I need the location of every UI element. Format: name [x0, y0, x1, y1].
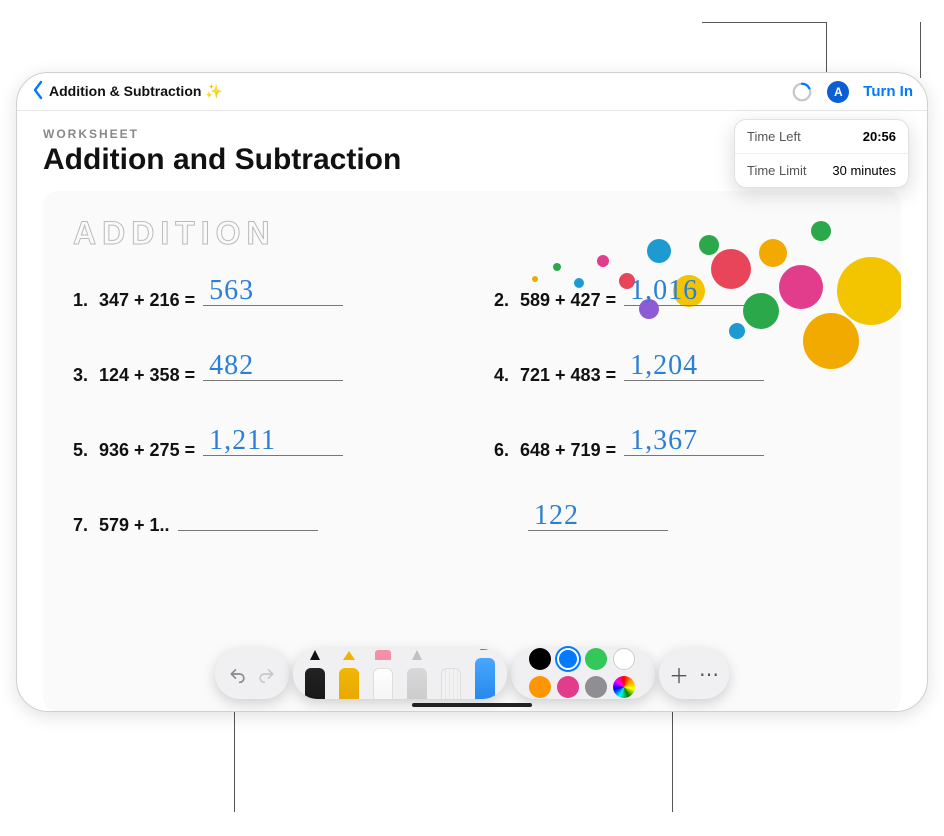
- time-left-label: Time Left: [747, 129, 801, 144]
- answer-line[interactable]: [178, 505, 318, 531]
- problem-row: 2.589 + 427 = 1,016: [494, 280, 871, 311]
- timer-popover: Time Left 20:56 Time Limit 30 minutes: [734, 119, 909, 188]
- answer-line[interactable]: 1,211: [203, 430, 343, 456]
- problem-expression: 936 + 275 =: [99, 440, 195, 461]
- answer-line[interactable]: 122: [528, 505, 668, 531]
- problem-grid: 1.347 + 216 = 563 2.589 + 427 = 1,016 3.124 …: [73, 280, 871, 536]
- problem-row: 1.347 + 216 = 563: [73, 280, 450, 311]
- problem-expression: 721 + 483 =: [520, 365, 616, 386]
- problem-row: 122: [494, 505, 871, 536]
- tool-pencil[interactable]: [404, 658, 430, 699]
- color-swatch[interactable]: [557, 648, 579, 670]
- answer-handwriting: 482: [209, 350, 254, 382]
- worksheet-tag: WORKSHEET: [43, 127, 401, 141]
- tool-marker[interactable]: [336, 658, 362, 699]
- answer-handwriting: 563: [209, 275, 254, 307]
- answer-handwriting: 1,211: [209, 425, 276, 457]
- markup-toolbar: ＋ ⋯: [215, 649, 729, 699]
- worksheet-title: Addition and Subtraction: [43, 143, 401, 177]
- markup-toggle[interactable]: A: [827, 81, 849, 103]
- problem-row: 5.936 + 275 = 1,211: [73, 430, 450, 461]
- color-swatch[interactable]: [529, 676, 551, 698]
- ipad-frame: Addition & Subtraction ✨ A Turn In Time …: [16, 72, 928, 712]
- answer-line[interactable]: 1,204: [624, 355, 764, 381]
- more-button[interactable]: ⋯: [699, 662, 719, 687]
- undo-button[interactable]: [225, 661, 251, 687]
- problem-expression: 347 + 216 =: [99, 290, 195, 311]
- timer-button[interactable]: [791, 81, 813, 103]
- section-heading: ADDITION: [73, 215, 871, 252]
- problem-number: 4.: [494, 365, 516, 386]
- home-indicator: [412, 703, 532, 707]
- problem-number: 6.: [494, 440, 516, 461]
- time-limit-value: 30 minutes: [832, 163, 896, 178]
- time-left-value: 20:56: [863, 129, 896, 144]
- answer-handwriting: 122: [534, 500, 579, 532]
- answer-line[interactable]: 1,367: [624, 430, 764, 456]
- problem-number: 3.: [73, 365, 95, 386]
- answer-handwriting: 1,204: [630, 350, 698, 382]
- redo-button[interactable]: [253, 661, 279, 687]
- problem-number: 7.: [73, 515, 95, 536]
- color-swatch[interactable]: [613, 648, 635, 670]
- problem-expression: 124 + 358 =: [99, 365, 195, 386]
- problem-row: 4.721 + 483 = 1,204: [494, 355, 871, 386]
- add-button[interactable]: ＋: [669, 660, 689, 689]
- turn-in-button[interactable]: Turn In: [863, 83, 913, 100]
- tool-picker: [293, 649, 507, 699]
- callout-line-top-right-v: [920, 22, 921, 78]
- nav-title: Addition & Subtraction ✨: [49, 83, 223, 100]
- problem-row: 6.648 + 719 = 1,367: [494, 430, 871, 461]
- color-swatch[interactable]: [557, 676, 579, 698]
- problem-number: 2.: [494, 290, 516, 311]
- color-swatch[interactable]: [585, 648, 607, 670]
- chevron-left-icon: [31, 80, 45, 103]
- color-swatch[interactable]: [613, 676, 635, 698]
- color-picker: [511, 649, 655, 699]
- callout-line-top-left: [702, 22, 826, 23]
- answer-handwriting: 1,016: [630, 275, 698, 307]
- back-button[interactable]: Addition & Subtraction ✨: [31, 80, 223, 103]
- time-limit-label: Time Limit: [747, 163, 806, 178]
- problem-number: 5.: [73, 440, 95, 461]
- problem-expression: 589 + 427 =: [520, 290, 616, 311]
- tool-eraser[interactable]: [370, 658, 396, 699]
- color-swatch[interactable]: [529, 648, 551, 670]
- problem-expression: 648 + 719 =: [520, 440, 616, 461]
- color-swatch[interactable]: [585, 676, 607, 698]
- answer-line[interactable]: 1,016: [624, 280, 764, 306]
- answer-line[interactable]: 563: [203, 280, 343, 306]
- answer-line[interactable]: 482: [203, 355, 343, 381]
- problem-number: 1.: [73, 290, 95, 311]
- navigation-bar: Addition & Subtraction ✨ A Turn In: [17, 73, 927, 111]
- callout-line-top-left-v: [826, 22, 827, 78]
- problem-row: 3.124 + 358 = 482: [73, 355, 450, 386]
- answer-handwriting: 1,367: [630, 425, 698, 457]
- worksheet-area: WORKSHEET Addition and Subtraction NAME:…: [17, 111, 927, 711]
- problem-expression: 579 + 1..: [99, 515, 170, 536]
- problem-row: 7.579 + 1..: [73, 505, 450, 536]
- worksheet-panel: ADDITION 1.347 + 216 = 563 2.589 + 427 = 1,…: [43, 191, 901, 711]
- tool-ruler[interactable]: [438, 658, 464, 699]
- tool-blue-pen[interactable]: [472, 649, 498, 699]
- tool-pen-black[interactable]: [302, 658, 328, 699]
